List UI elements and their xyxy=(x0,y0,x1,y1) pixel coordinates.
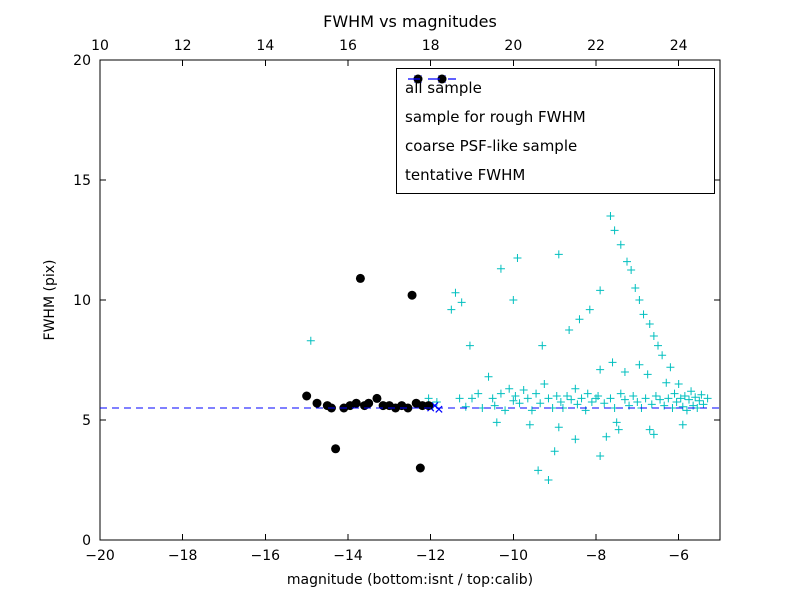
x-axis-label: magnitude (bottom:isnt / top:calib) xyxy=(287,572,533,588)
legend-label-psf-like: coarse PSF-like sample xyxy=(405,136,578,155)
legend-item-rough-fwhm: sample for rough FWHM xyxy=(397,75,714,131)
series-coarse-PSF-like-sample xyxy=(302,273,434,473)
svg-text:−18: −18 xyxy=(168,548,198,564)
series-all-sample xyxy=(306,212,712,484)
svg-text:10: 10 xyxy=(73,293,91,309)
svg-text:−20: −20 xyxy=(85,548,115,564)
axis-ticks xyxy=(99,59,720,541)
svg-text:10: 10 xyxy=(91,38,109,54)
legend-label-rough-fwhm: sample for rough FWHM xyxy=(405,107,586,126)
svg-text:24: 24 xyxy=(670,38,688,54)
legend-label-all-sample: all sample xyxy=(405,78,482,97)
svg-text:−6: −6 xyxy=(668,548,689,564)
svg-text:16: 16 xyxy=(339,38,357,54)
svg-text:−8: −8 xyxy=(586,548,607,564)
legend-marker-circle-icon xyxy=(413,74,447,84)
svg-text:20: 20 xyxy=(73,53,91,69)
legend-label-tentative-fwhm: tentative FWHM xyxy=(405,165,526,184)
axis-tick-labels: −20 −18 −16 −14 −12 −10 −8 −6 10 12 14 16 18 20 22 24 0 5… xyxy=(73,38,689,564)
svg-text:5: 5 xyxy=(82,413,91,429)
svg-text:12: 12 xyxy=(174,38,192,54)
legend-item-psf-like: coarse PSF-like sample xyxy=(397,74,714,160)
svg-text:15: 15 xyxy=(73,173,91,189)
chart-title: FWHM vs magnitudes xyxy=(323,12,497,31)
legend: all sample sample for rough FWHM coarse … xyxy=(396,68,715,194)
svg-text:−10: −10 xyxy=(499,548,529,564)
svg-text:20: 20 xyxy=(504,38,522,54)
svg-text:−12: −12 xyxy=(416,548,446,564)
svg-text:18: 18 xyxy=(422,38,440,54)
svg-text:−14: −14 xyxy=(333,548,363,564)
svg-text:−16: −16 xyxy=(251,548,281,564)
y-axis-label: FWHM (pix) xyxy=(42,260,58,341)
svg-text:0: 0 xyxy=(82,533,91,549)
svg-text:14: 14 xyxy=(256,38,274,54)
svg-text:22: 22 xyxy=(587,38,605,54)
legend-marker-dashed-line-icon xyxy=(408,78,456,80)
legend-item-tentative-fwhm: tentative FWHM xyxy=(397,78,714,189)
plot-markers xyxy=(100,212,720,484)
